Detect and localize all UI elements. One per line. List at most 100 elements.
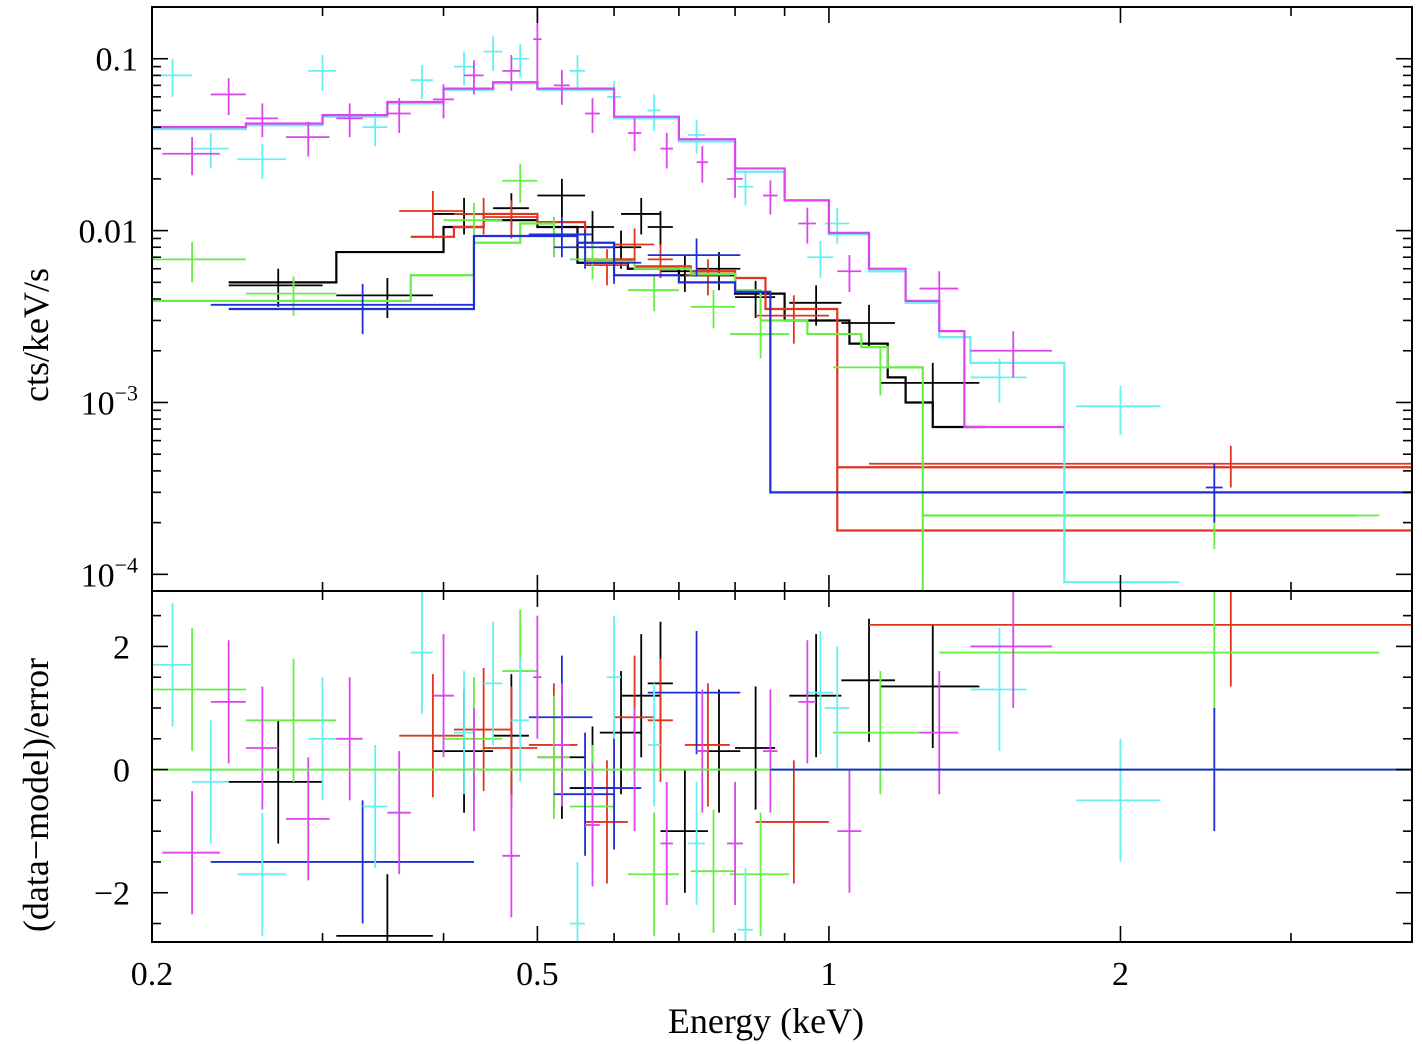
- cyan-residual-point: [824, 646, 850, 770]
- magenta-data-point: [627, 118, 642, 152]
- green-residual-point: [939, 591, 1380, 715]
- blue-residual-point: [210, 800, 474, 924]
- spectrum-y-tick-label: 0.1: [96, 42, 139, 79]
- magenta-residual-point: [727, 781, 743, 906]
- black-data-point: [537, 178, 586, 217]
- green-model-line: [152, 222, 924, 591]
- magenta-residual-point: [919, 671, 959, 795]
- spectrum-panel: [152, 10, 1412, 591]
- green-residual-point: [152, 627, 246, 752]
- magenta-data-point: [245, 103, 279, 138]
- cyan-data-point: [410, 64, 433, 100]
- cyan-residual-point: [362, 744, 388, 869]
- magenta-residual-point: [970, 591, 1053, 708]
- blue-residual-point: [553, 732, 615, 856]
- tick-exponent: −3: [115, 380, 138, 405]
- green-residual-point: [833, 671, 923, 795]
- residual-y-tick-label: 0: [113, 753, 130, 790]
- magenta-residual-point: [553, 683, 570, 807]
- red-data-point: [647, 244, 673, 278]
- magenta-residual-point: [245, 686, 279, 810]
- magenta-residual-point: [585, 763, 600, 887]
- black-data-point: [789, 285, 842, 326]
- magenta-residual-point: [162, 791, 220, 915]
- cyan-residual-point: [569, 861, 586, 942]
- red-data-point: [869, 445, 1412, 488]
- red-data-point: [614, 228, 655, 266]
- magenta-data-point: [585, 98, 600, 133]
- cyan-residual-point: [970, 627, 1027, 752]
- green-residual-point: [729, 812, 790, 936]
- green-data-point: [690, 290, 736, 329]
- residual-frame: [151, 590, 1413, 943]
- red-data-point: [399, 190, 465, 239]
- x-axis-title: Energy (keV): [668, 1001, 864, 1041]
- x-tick-label: 0.2: [131, 956, 174, 993]
- red-residual-point: [453, 667, 512, 792]
- green-data-point: [152, 241, 246, 283]
- cyan-residual-point: [607, 615, 622, 739]
- cyan-residual-point: [410, 591, 433, 715]
- magenta-residual-point: [533, 615, 542, 739]
- red-residual-point: [399, 674, 465, 798]
- cyan-data-point: [970, 358, 1027, 403]
- green-data-point: [627, 273, 679, 312]
- magenta-data-point: [162, 137, 220, 176]
- black-residual-point: [660, 769, 708, 893]
- cyan-data-point: [192, 132, 229, 169]
- magenta-data-point: [464, 60, 484, 95]
- black-residual-point: [880, 624, 980, 749]
- spectrum-y-tick-label: 0.01: [79, 214, 139, 251]
- magenta-data-point: [970, 331, 1053, 378]
- cyan-data-point: [737, 171, 754, 206]
- magenta-residual-point: [798, 640, 817, 764]
- cyan-data-point: [362, 111, 388, 147]
- cyan-residual-point: [237, 812, 286, 936]
- black-data-point: [647, 211, 673, 248]
- magenta-data-point: [837, 255, 862, 292]
- magenta-residual-point: [763, 689, 778, 813]
- red-residual-point: [483, 686, 538, 810]
- magenta-residual-point: [432, 634, 454, 758]
- green-data-point: [729, 315, 790, 359]
- cyan-residual-point: [453, 671, 474, 795]
- red-residual-point: [647, 658, 673, 782]
- cyan-data-point: [453, 51, 474, 86]
- black-residual-point: [336, 874, 433, 942]
- magenta-data-point: [763, 180, 778, 215]
- green-data-point: [833, 347, 923, 396]
- blue-residual-point: [585, 726, 642, 850]
- cyan-residual-point: [647, 683, 661, 807]
- black-data-point: [336, 277, 433, 319]
- cyan-residual-point: [511, 658, 529, 782]
- blue-data-point: [528, 216, 593, 258]
- cyan-data-point: [511, 43, 529, 78]
- x-tick-label: 1: [820, 956, 837, 993]
- magenta-residual-point: [387, 751, 411, 875]
- cyan-residual-point: [1076, 738, 1161, 862]
- cyan-data-point: [1076, 385, 1161, 435]
- green-residual-point: [245, 658, 337, 782]
- cyan-residual-point: [308, 677, 337, 801]
- green-data-point: [939, 492, 1380, 550]
- green-residual-point: [537, 695, 570, 819]
- black-residual-point: [841, 618, 895, 742]
- black-data-point: [621, 197, 661, 235]
- magenta-residual-point: [336, 677, 363, 801]
- black-residual-point: [735, 686, 776, 810]
- magenta-residual-point: [210, 640, 246, 764]
- red-residual-point: [684, 683, 730, 807]
- magenta-data-point: [660, 132, 673, 169]
- blue-residual-point: [647, 631, 741, 755]
- magenta-residual-point: [837, 769, 862, 893]
- red-residual-point: [869, 591, 1412, 687]
- green-data-point: [502, 163, 538, 203]
- cyan-data-point: [308, 55, 337, 91]
- magenta-residual-point: [502, 794, 521, 918]
- magenta-data-point: [553, 69, 570, 105]
- residual-y-tick-label: −2: [94, 876, 130, 913]
- black-residual-point: [789, 634, 842, 758]
- spectrum-frame: [151, 6, 1413, 592]
- red-model-line: [410, 212, 1412, 532]
